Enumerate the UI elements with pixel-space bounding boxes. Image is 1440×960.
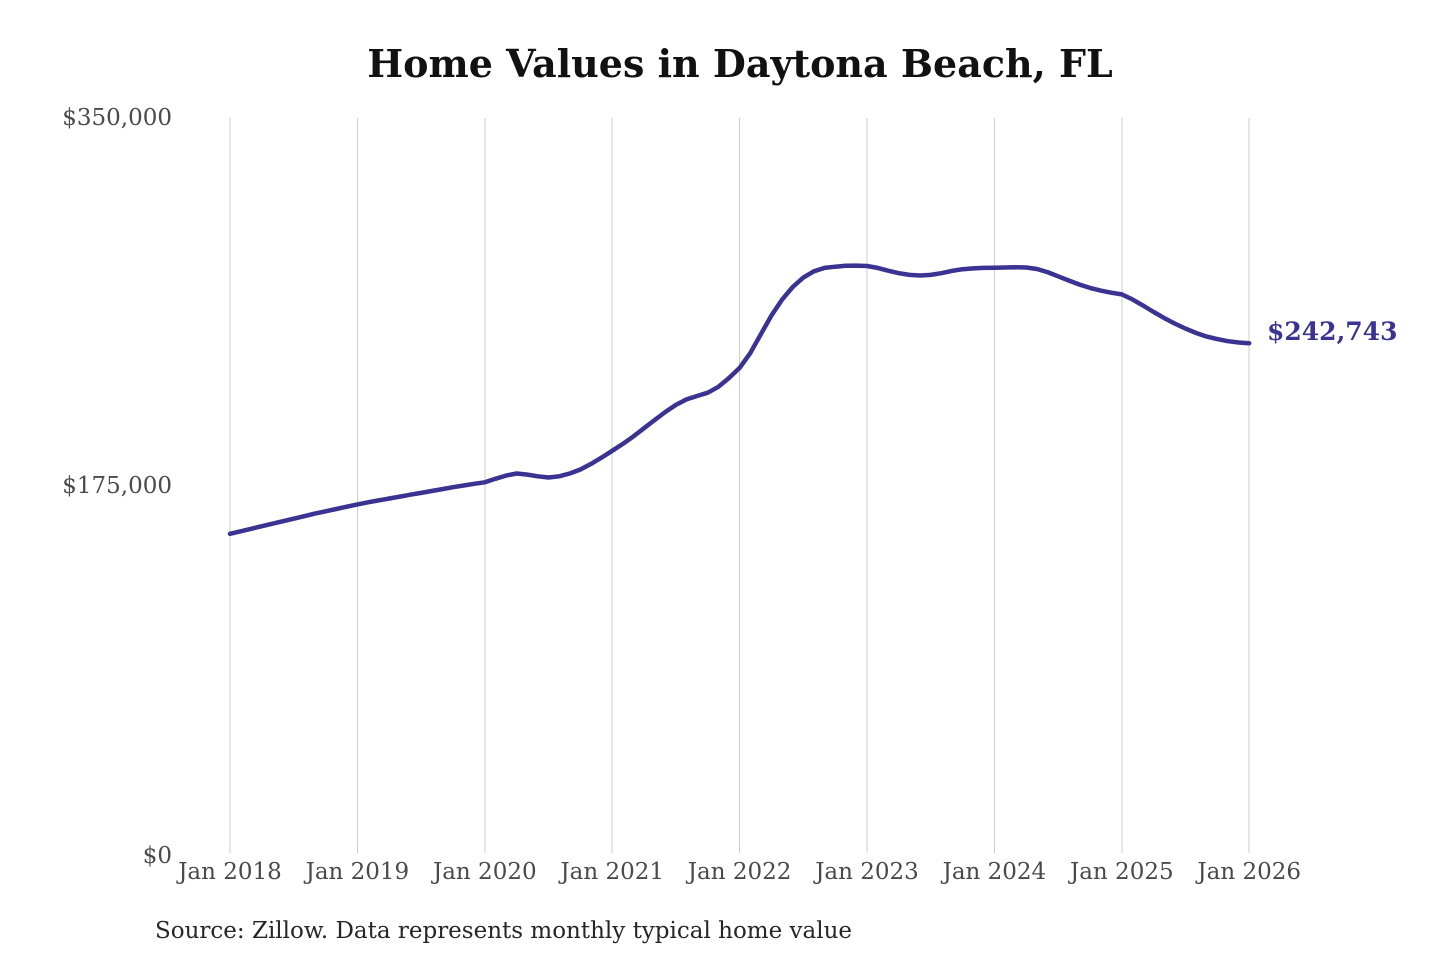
x-tick-label: Jan 2024 <box>942 859 1047 885</box>
y-tick-label: $350,000 <box>62 105 172 131</box>
y-tick-label: $0 <box>142 843 172 869</box>
x-tick-label: Jan 2023 <box>815 859 919 885</box>
x-tick-label: Jan 2022 <box>687 859 792 885</box>
x-tick-label: Jan 2025 <box>1070 859 1174 885</box>
latest-value-label: $242,743 <box>1267 317 1398 346</box>
x-tick-label: Jan 2020 <box>433 859 537 885</box>
x-tick-label: Jan 2021 <box>560 859 664 885</box>
chart-title: Home Values in Daytona Beach, FL <box>367 41 1113 86</box>
source-note: Source: Zillow. Data represents monthly … <box>155 918 853 944</box>
x-tick-label: Jan 2018 <box>178 859 282 885</box>
x-tick-label: Jan 2019 <box>305 859 410 885</box>
home-value-line <box>227 263 1252 537</box>
x-tick-label: Jan 2026 <box>1197 859 1301 885</box>
y-tick-label: $175,000 <box>62 472 172 499</box>
